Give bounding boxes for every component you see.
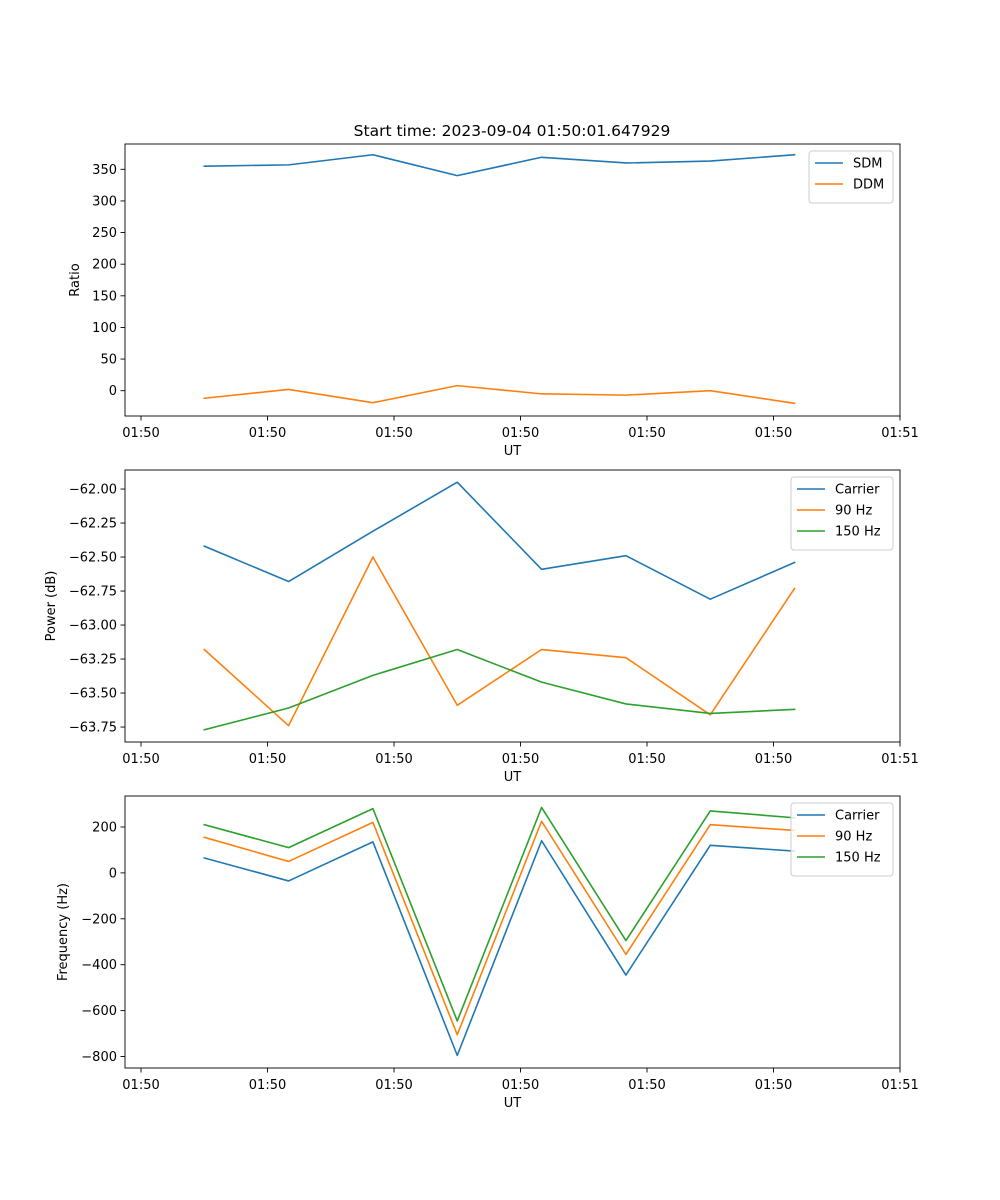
power-y-axis-label: Power (dB) [44, 571, 59, 642]
ratio-x-tick-label: 01:50 [755, 426, 792, 441]
frequency-y-tick-label: −200 [81, 912, 117, 927]
power-x-tick-label: 01:50 [122, 752, 159, 767]
frequency-y-tick-label: 0 [109, 866, 117, 881]
frequency-legend-label: 90 Hz [835, 830, 872, 845]
power-y-tick-label: −62.00 [69, 483, 117, 498]
frequency-x-tick-label: 01:50 [628, 1078, 665, 1093]
frequency-y-tick-label: −800 [81, 1050, 117, 1065]
ratio-series-ddm-line [203, 384, 796, 405]
ratio-panel: 01:50 01:50 01:50 01:50 01:50 01:50 01:51 0 50 10… [68, 143, 919, 459]
ratio-x-tick-label: 01:51 [881, 426, 918, 441]
power-y-tick-label: −63.25 [69, 653, 117, 668]
ratio-x-axis-label: UT [504, 444, 522, 459]
frequency-x-axis-label: UT [504, 1096, 522, 1111]
ratio-y-tick-label: 250 [92, 226, 117, 241]
power-series-carrier-line [203, 481, 796, 601]
ratio-x-tick-label: 01:50 [502, 426, 539, 441]
ratio-x-tick-label: 01:50 [122, 426, 159, 441]
frequency-y-tick-label: −400 [81, 958, 117, 973]
power-legend-label: 90 Hz [835, 504, 872, 519]
power-x-tick-label: 01:50 [628, 752, 665, 767]
power-y-tick-label: −63.75 [69, 721, 117, 736]
power-y-tick-label: −62.75 [69, 585, 117, 600]
ratio-legend-label: DDM [853, 178, 884, 193]
frequency-x-tick-label: 01:50 [375, 1078, 412, 1093]
power-x-tick-label: 01:50 [755, 752, 792, 767]
frequency-x-tick-label: 01:50 [502, 1078, 539, 1093]
power-x-axis-label: UT [504, 770, 522, 785]
ratio-y-tick-label: 100 [92, 321, 117, 336]
ratio-y-tick-label: 50 [100, 353, 117, 368]
frequency-y-tick-label: 200 [92, 820, 117, 835]
power-series-90-hz-line [203, 556, 796, 727]
frequency-axes-frame [124, 795, 901, 1069]
ratio-y-tick-label: 300 [92, 194, 117, 209]
power-axes-frame [124, 469, 901, 743]
chart-title: Start time: 2023-09-04 01:50:01.647929 [354, 122, 671, 140]
ratio-series-sdm-line [203, 153, 796, 177]
power-panel: 01:50 01:50 01:50 01:50 01:50 01:50 01:51 −63.7… [44, 469, 919, 785]
frequency-series-150-hz-line [203, 806, 796, 1022]
ratio-y-tick-label: 0 [109, 384, 117, 399]
power-x-tick-label: 01:51 [881, 752, 918, 767]
ratio-y-axis-label: Ratio [68, 263, 83, 296]
power-x-tick-label: 01:50 [249, 752, 286, 767]
power-y-tick-label: −63.00 [69, 619, 117, 634]
frequency-x-tick-label: 01:50 [755, 1078, 792, 1093]
frequency-y-axis-label: Frequency (Hz) [56, 883, 71, 981]
ratio-axes-frame [124, 143, 901, 417]
power-y-tick-label: −62.50 [69, 551, 117, 566]
power-legend-label: Carrier [835, 483, 880, 498]
ratio-x-tick-label: 01:50 [628, 426, 665, 441]
ratio-y-tick-label: 350 [92, 163, 117, 178]
ratio-y-tick-label: 150 [92, 289, 117, 304]
ratio-legend-label: SDM [853, 157, 882, 172]
frequency-legend-label: 150 Hz [835, 851, 881, 866]
power-y-tick-label: −62.25 [69, 517, 117, 532]
power-x-tick-label: 01:50 [375, 752, 412, 767]
frequency-legend-label: Carrier [835, 809, 880, 824]
frequency-x-tick-label: 01:51 [881, 1078, 918, 1093]
frequency-panel: 01:50 01:50 01:50 01:50 01:50 01:50 01:51 −800 −… [56, 795, 919, 1111]
power-legend-label: 150 Hz [835, 525, 881, 540]
ratio-legend [808, 150, 894, 204]
power-y-tick-label: −63.50 [69, 687, 117, 702]
ratio-x-tick-label: 01:50 [249, 426, 286, 441]
frequency-y-tick-label: −600 [81, 1004, 117, 1019]
frequency-series-90-hz-line [203, 820, 796, 1036]
power-series-150-hz-line [203, 648, 796, 731]
frequency-x-tick-label: 01:50 [122, 1078, 159, 1093]
frequency-x-tick-label: 01:50 [249, 1078, 286, 1093]
ratio-x-tick-label: 01:50 [375, 426, 412, 441]
frequency-series-carrier-line [203, 839, 796, 1057]
power-x-tick-label: 01:50 [502, 752, 539, 767]
ratio-y-tick-label: 200 [92, 258, 117, 273]
